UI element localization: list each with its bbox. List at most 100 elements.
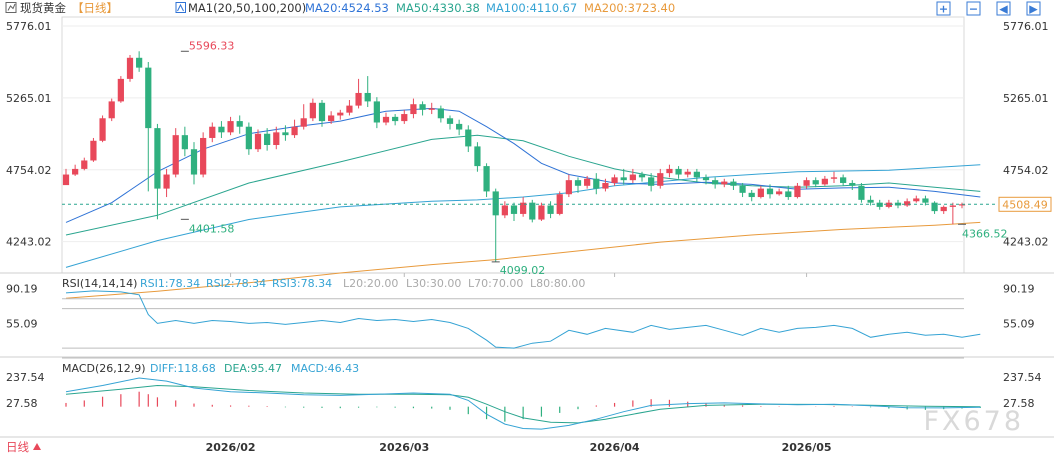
candle-body <box>337 112 344 116</box>
candle-body <box>510 205 518 214</box>
candle <box>181 126 188 157</box>
candle <box>840 174 847 186</box>
zoom-in-icon[interactable]: + <box>936 1 951 16</box>
rsi-l70-value: L70:70.00 <box>468 277 523 290</box>
candle <box>693 168 700 182</box>
candle <box>812 177 819 188</box>
candle-body <box>273 132 280 145</box>
candle-body <box>904 201 911 206</box>
caret-up-icon[interactable] <box>33 443 41 450</box>
price-tick-label-right: 5776.01 <box>1003 20 1049 33</box>
period-selector[interactable]: 日线 <box>6 440 29 454</box>
ma200-value: MA200:3723.40 <box>584 1 675 15</box>
candle-body <box>629 174 636 181</box>
scroll-right-glyph: ▶ <box>1029 3 1038 16</box>
candle <box>200 132 207 178</box>
candle <box>364 76 371 108</box>
candle <box>958 202 966 209</box>
candle <box>593 173 600 195</box>
candle <box>373 97 380 129</box>
candle <box>510 202 518 221</box>
zoom-in-glyph: + <box>939 3 948 16</box>
candle <box>483 163 490 198</box>
candle <box>355 78 362 109</box>
candle-body <box>282 132 289 136</box>
candle-body <box>940 206 947 212</box>
macd-tick-label-left: 27.58 <box>6 397 38 410</box>
ma20-value: MA20:4524.53 <box>305 1 389 15</box>
candle <box>209 122 216 143</box>
zoom-out-icon[interactable]: − <box>966 1 981 16</box>
candle-body <box>364 92 371 102</box>
macd-panel: 237.54 237.54 27.58 27.58 <box>6 371 1042 430</box>
scroll-left-button-frame <box>996 1 1011 16</box>
candle <box>410 98 417 119</box>
candle <box>81 157 88 171</box>
candle-body <box>611 177 618 183</box>
candle <box>227 116 234 136</box>
candle-body <box>748 192 755 198</box>
candle-body <box>648 177 655 186</box>
candle-body <box>565 180 572 195</box>
scroll-left-glyph: ◀ <box>999 3 1008 16</box>
candle <box>465 125 472 153</box>
candle <box>99 115 106 143</box>
candle <box>913 195 920 203</box>
candle-body <box>638 174 646 178</box>
candle <box>684 168 691 178</box>
candle <box>529 199 536 223</box>
candle-body <box>136 57 143 68</box>
candle <box>803 177 810 189</box>
low-label: 4401.58 <box>189 222 235 235</box>
candle <box>867 195 874 206</box>
candle-body <box>99 118 106 141</box>
candle <box>657 168 664 189</box>
candle-body <box>446 118 454 124</box>
candle <box>492 188 499 262</box>
candle-body <box>264 133 271 145</box>
candle-body <box>849 182 856 186</box>
candle-body <box>437 108 444 119</box>
rsi2-value: RSI2:78.34 <box>206 277 266 290</box>
candle-body <box>108 101 115 119</box>
candle <box>675 166 682 179</box>
candle-body <box>181 135 188 150</box>
x-tick-label: 2026/02 <box>206 441 256 454</box>
candle <box>611 174 618 186</box>
candle-body <box>428 108 435 110</box>
candle <box>172 128 179 178</box>
candle-body <box>913 198 920 202</box>
candle-body <box>474 146 481 167</box>
candle <box>666 164 673 178</box>
x-tick-label: 2026/04 <box>590 441 640 454</box>
period-label[interactable]: 【日线】 <box>72 1 118 15</box>
candle-body <box>382 116 390 123</box>
scroll-right-icon[interactable]: ▶ <box>1026 1 1041 16</box>
candle-body <box>730 181 737 186</box>
candle <box>382 112 390 126</box>
candle <box>849 180 856 191</box>
candle <box>236 115 243 134</box>
candle-body <box>172 135 179 175</box>
candle-body <box>821 178 828 185</box>
candle-body <box>812 180 819 185</box>
price-tick-label-right: 4754.02 <box>1003 164 1049 177</box>
candle-body <box>693 171 700 178</box>
candle-body <box>318 102 326 122</box>
candle-body <box>657 173 664 186</box>
candle-body <box>62 174 70 186</box>
candle <box>785 185 792 200</box>
candle <box>584 175 591 189</box>
candle-body <box>858 185 865 200</box>
candle <box>885 199 892 209</box>
candle <box>638 171 646 182</box>
scroll-right-button-frame <box>1026 1 1041 16</box>
candle <box>931 201 938 214</box>
candle-body <box>126 57 134 79</box>
candle <box>401 109 408 124</box>
candle-body <box>291 126 298 136</box>
candle <box>757 185 764 199</box>
scroll-left-icon[interactable]: ◀ <box>996 1 1011 16</box>
rsi-label: RSI(14,14,14) <box>62 277 137 290</box>
